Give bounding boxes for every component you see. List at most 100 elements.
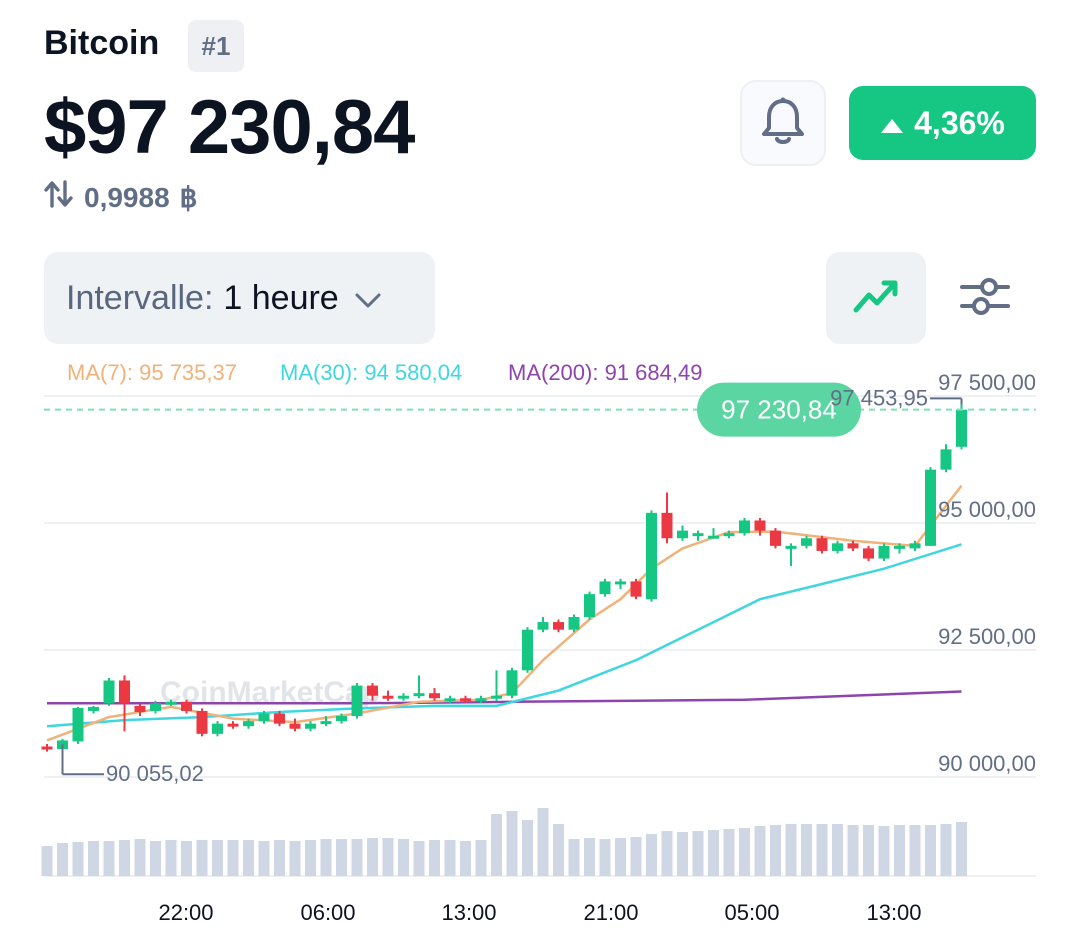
candle-body: [754, 520, 766, 531]
candle-body: [196, 710, 208, 734]
candle-body: [305, 723, 316, 729]
chart-settings-button[interactable]: [950, 266, 1020, 330]
candlesticks: [41, 398, 967, 752]
volume-bar: [150, 841, 161, 876]
btc-conversion: 0,9988 ฿: [44, 180, 197, 215]
x-axis-label: 06:00: [300, 900, 355, 925]
candle-body: [134, 705, 146, 712]
candle-body: [723, 533, 735, 537]
caret-up-icon: [880, 105, 904, 142]
volume-bar: [320, 839, 332, 876]
chart-type-toggle[interactable]: [826, 252, 926, 344]
candle-body: [506, 670, 518, 696]
candle-body: [212, 723, 223, 734]
y-axis-label: 95 000,00: [938, 497, 1036, 522]
candle-body: [336, 716, 347, 722]
volume-bar: [568, 839, 580, 876]
rank-badge: #1: [188, 20, 244, 72]
volume-bar: [956, 822, 967, 876]
volume-bar: [754, 826, 766, 876]
volume-bar: [475, 840, 487, 876]
high-label: 97 453,95: [830, 385, 928, 410]
candle-body: [320, 721, 332, 725]
volume-bar: [770, 825, 781, 876]
coin-name: Bitcoin: [44, 24, 160, 62]
candle-body: [630, 581, 642, 597]
y-axis-label: 90 000,00: [938, 751, 1036, 776]
candle-body: [165, 701, 177, 705]
chart-grid: [44, 395, 1036, 877]
volume-bar: [537, 808, 549, 876]
volume-bar: [212, 840, 223, 876]
volume-bar: [336, 839, 347, 876]
candle-body: [274, 713, 285, 724]
interval-selector[interactable]: Intervalle: 1 heure: [44, 252, 435, 344]
candle-body: [816, 538, 828, 551]
candle-body: [661, 512, 673, 539]
candle-body: [553, 622, 564, 630]
ma30-label: MA(30): 94 580,04: [280, 360, 463, 385]
volume-bar: [692, 831, 704, 876]
swap-arrows-icon[interactable]: [44, 180, 74, 215]
volume-bar: [413, 841, 425, 876]
candle-body: [429, 693, 440, 699]
candle-body: [708, 535, 719, 539]
candle-body: [367, 685, 378, 696]
candle-body: [956, 409, 967, 447]
candle-body: [41, 746, 53, 750]
volume-bar: [739, 828, 750, 876]
candle-body: [351, 685, 363, 717]
conversion-value: 0,9988: [84, 181, 170, 213]
candle-body: [584, 594, 595, 617]
candle-body: [739, 520, 750, 534]
ma7-label: MA(7): 95 735,37: [67, 360, 237, 385]
candle-body: [832, 543, 843, 551]
candle-body: [103, 680, 115, 704]
candle-body: [289, 723, 301, 729]
sliders-icon: [959, 273, 1011, 324]
volume-bar: [909, 825, 921, 876]
candle-body: [382, 695, 394, 699]
volume-bar: [677, 832, 688, 876]
candle-body: [692, 533, 704, 537]
price-alert-button[interactable]: [740, 80, 826, 166]
volume-bar: [661, 831, 673, 876]
volume-bar: [429, 840, 440, 876]
candle-body: [925, 469, 936, 546]
candle-body: [444, 698, 456, 702]
volume-bar: [723, 829, 735, 876]
volume-bar: [460, 841, 471, 876]
current-price: $97 230,84: [44, 85, 415, 170]
volume-bar: [584, 838, 595, 876]
volume-bar: [243, 840, 254, 876]
candle-body: [522, 629, 533, 671]
volume-bar: [646, 834, 657, 876]
candle-body: [537, 622, 549, 630]
candle-body: [181, 701, 192, 711]
y-axis-label: 97 500,00: [938, 370, 1036, 395]
volume-bar: [88, 841, 99, 876]
volume-bar: [274, 840, 285, 876]
candle-body: [801, 538, 812, 546]
volume-bar: [847, 825, 859, 876]
volume-bar: [305, 840, 316, 876]
volume-bar: [506, 811, 518, 876]
volume-bar: [41, 846, 53, 876]
candle-body: [677, 530, 688, 539]
volume-bar: [522, 820, 533, 876]
volume-bar: [599, 839, 611, 876]
y-axis-labels: 97 500,00 95 000,00 92 500,00 90 000,00: [938, 370, 1036, 776]
y-axis-label: 92 500,00: [938, 624, 1036, 649]
candle-body: [460, 698, 471, 702]
volume-bar: [832, 824, 843, 876]
x-axis-label: 22:00: [158, 900, 213, 925]
x-axis-label: 05:00: [724, 900, 779, 925]
candle-body: [475, 698, 487, 702]
price-change-badge: 4,36%: [849, 86, 1036, 160]
volume-bars: [41, 808, 967, 876]
candle-body: [88, 706, 99, 711]
x-axis-label: 13:00: [441, 900, 496, 925]
candle-body: [227, 723, 239, 727]
candle-body: [863, 548, 874, 559]
